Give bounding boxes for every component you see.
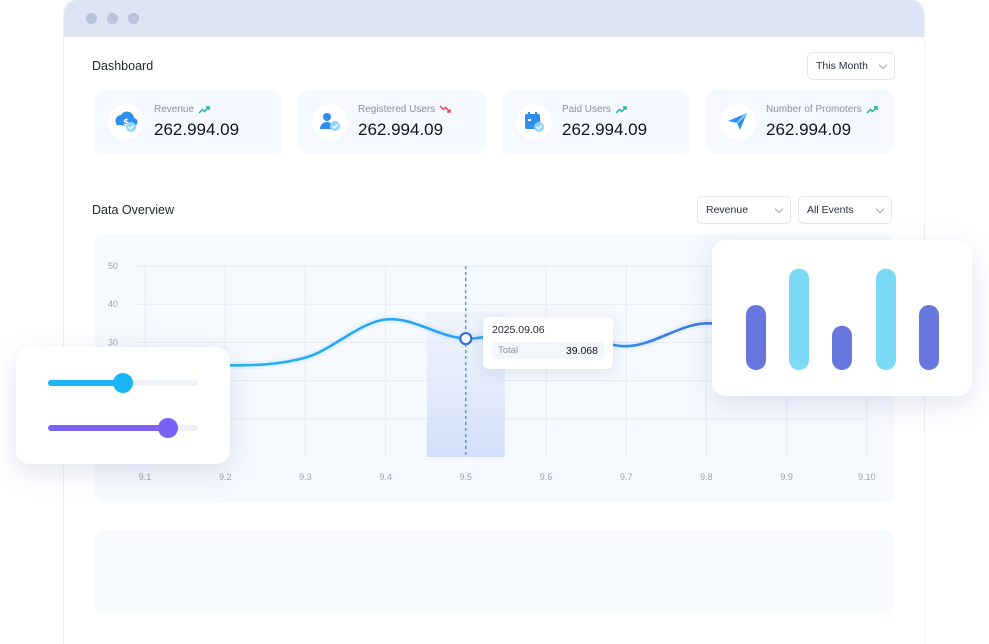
- calendar-icon: [516, 104, 552, 140]
- slider-fill: [48, 380, 123, 386]
- stat-value: 262.994.09: [358, 120, 444, 139]
- slider-handle[interactable]: [158, 418, 178, 438]
- stat-label: Registered Users: [358, 104, 436, 115]
- window-control-dot[interactable]: [128, 13, 139, 24]
- x-tick-label: 9.10: [858, 472, 876, 482]
- period-select[interactable]: This Month: [807, 52, 895, 80]
- bar-widget-bar: [919, 305, 939, 370]
- metric-select-value: Revenue: [706, 204, 749, 216]
- slider-handle[interactable]: [113, 373, 133, 393]
- stat-label: Paid Users: [562, 104, 611, 115]
- bar-widget-bar: [832, 325, 852, 370]
- bar-widget-bar: [789, 268, 809, 370]
- svg-text:$: $: [123, 118, 129, 128]
- tooltip-value: 39.068: [565, 344, 598, 357]
- x-tick-label: 9.2: [219, 472, 232, 482]
- trend-down-icon: [439, 105, 451, 113]
- event-select[interactable]: All Events: [798, 196, 892, 224]
- y-tick-label: 30: [108, 337, 118, 347]
- x-tick-label: 9.4: [379, 472, 392, 482]
- stat-value: 262.994.09: [766, 120, 852, 139]
- window-control-dot[interactable]: [86, 13, 97, 24]
- bottom-panel: [94, 530, 894, 612]
- x-tick-label: 9.5: [460, 472, 473, 482]
- metric-select[interactable]: Revenue: [697, 196, 791, 224]
- stat-card-promoters[interactable]: Number of Promoters 262.994.09: [706, 90, 894, 154]
- slider-fill: [48, 425, 168, 431]
- period-select-value: This Month: [816, 60, 868, 72]
- chevron-down-icon: [875, 204, 885, 213]
- slider-track[interactable]: [48, 418, 198, 438]
- money-icon: $: [108, 104, 144, 140]
- y-tick-label: 50: [108, 261, 118, 271]
- tooltip-date: 2025.09.06: [492, 324, 545, 336]
- page-title: Dashboard: [92, 59, 154, 73]
- data-overview-title: Data Overview: [92, 203, 174, 217]
- bar-widget-bar: [876, 268, 896, 370]
- bar-widget-bar: [746, 305, 766, 370]
- x-tick-label: 9.6: [540, 472, 553, 482]
- chart-tooltip: 2025.09.06 Total 39.068: [483, 317, 613, 369]
- stat-label: Revenue: [154, 104, 195, 115]
- stat-label: Number of Promoters: [766, 104, 862, 115]
- trend-up-icon: [198, 106, 210, 114]
- stat-card-revenue[interactable]: $ Revenue 262.994.09: [94, 90, 282, 154]
- stat-value: 262.994.09: [154, 120, 240, 139]
- tooltip-label: Total: [498, 345, 519, 356]
- paper-plane-icon: [720, 104, 756, 140]
- chevron-down-icon: [774, 204, 784, 213]
- x-tick-label: 9.9: [780, 472, 793, 482]
- window-titlebar: [64, 0, 924, 37]
- slider-track[interactable]: [48, 373, 198, 393]
- x-tick-label: 9.8: [700, 472, 713, 482]
- trend-up-icon: [866, 106, 878, 114]
- trend-up-icon: [615, 106, 627, 114]
- users-icon: [312, 104, 348, 140]
- data-point-marker[interactable]: [459, 331, 473, 346]
- x-tick-label: 9.7: [620, 472, 633, 482]
- bar-chart-widget: [712, 240, 972, 396]
- event-select-value: All Events: [807, 204, 854, 216]
- window-control-dot[interactable]: [107, 13, 118, 24]
- stat-value: 262.994.09: [562, 120, 648, 139]
- bar-widget-svg: [746, 268, 939, 370]
- chevron-down-icon: [878, 60, 888, 69]
- stat-card-paid-users[interactable]: Paid Users 262.994.09: [502, 90, 690, 154]
- x-tick-label: 9.3: [299, 472, 312, 482]
- stat-card-registered-users[interactable]: Registered Users 262.994.09: [298, 90, 486, 154]
- slider-widget: [16, 347, 230, 464]
- x-tick-label: 9.1: [139, 472, 152, 482]
- y-tick-label: 40: [108, 299, 118, 309]
